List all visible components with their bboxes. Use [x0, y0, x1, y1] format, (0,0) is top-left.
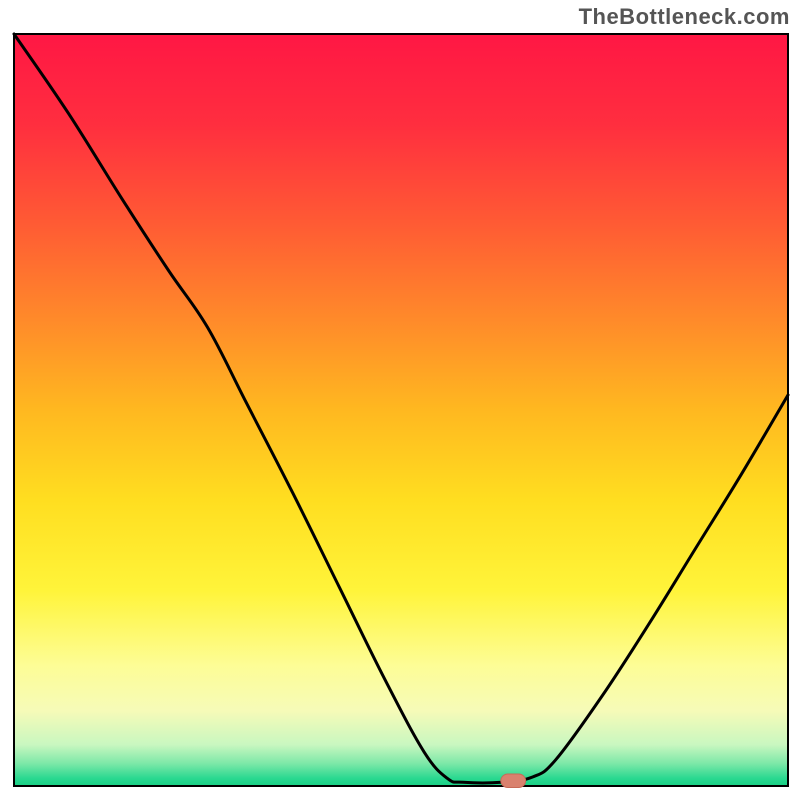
chart-svg — [0, 0, 800, 800]
watermark-text: TheBottleneck.com — [579, 4, 790, 30]
bottleneck-chart: TheBottleneck.com — [0, 0, 800, 800]
optimal-marker — [501, 774, 526, 788]
plot-area — [14, 34, 788, 786]
